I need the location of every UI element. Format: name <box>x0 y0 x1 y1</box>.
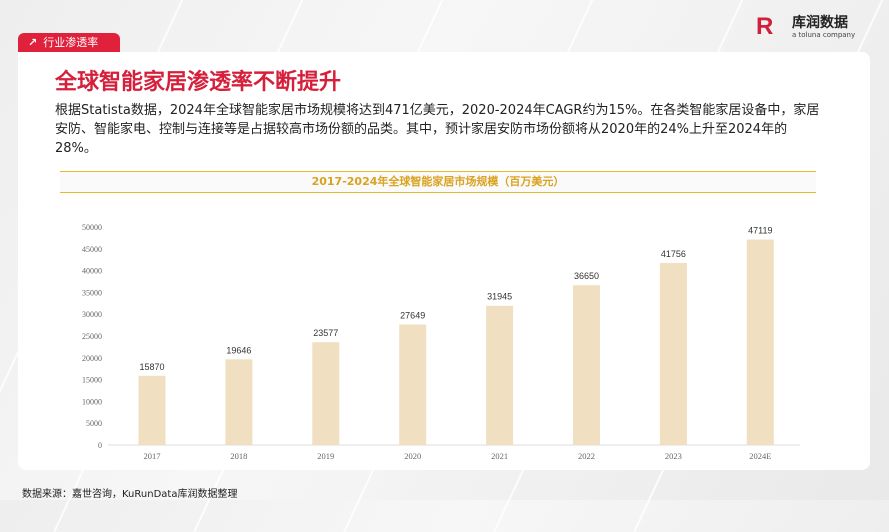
x-tick-label: 2023 <box>665 451 682 461</box>
data-label: 15870 <box>139 362 164 372</box>
y-tick-label: 15000 <box>82 376 102 385</box>
x-tick-label: 2024E <box>749 451 771 461</box>
bar <box>486 305 514 445</box>
y-tick-label: 35000 <box>82 288 102 297</box>
bar <box>138 375 166 445</box>
x-tick-label: 2019 <box>317 451 334 461</box>
bar <box>659 262 687 445</box>
arrow-up-right-icon: ↗ <box>28 36 38 49</box>
y-tick-label: 10000 <box>82 397 102 406</box>
logo-mark: R <box>756 13 774 40</box>
x-tick-label: 2020 <box>404 451 421 461</box>
data-label: 27649 <box>400 310 425 320</box>
summary-paragraph: 根据Statista数据，2024年全球智能家居市场规模将达到471亿美元，20… <box>55 103 820 156</box>
x-tick-label: 2017 <box>144 451 161 461</box>
chart-title: 2017-2024年全球智能家居市场规模（百万美元） <box>60 171 816 193</box>
section-tag-label: 行业渗透率 <box>43 36 99 49</box>
source-note: 数据来源：嘉世咨询，KuRunData库润数据整理 <box>22 489 238 500</box>
logo-name: 库润数据 <box>792 14 848 31</box>
data-label: 31945 <box>487 292 512 302</box>
data-label: 23577 <box>313 328 338 338</box>
data-label: 36650 <box>574 271 599 281</box>
section-tag: ↗ 行业渗透率 <box>18 33 120 53</box>
x-tick-label: 2021 <box>491 451 508 461</box>
data-label: 47119 <box>748 226 772 236</box>
bar <box>312 342 340 445</box>
y-tick-label: 30000 <box>82 310 102 319</box>
bar <box>746 239 774 445</box>
y-tick-label: 20000 <box>82 354 102 363</box>
y-tick-label: 25000 <box>82 332 102 341</box>
y-tick-label: 50000 <box>82 223 102 232</box>
logo: R 库润数据 a toluna company <box>756 14 855 40</box>
bar-chart: 0 5000 10000 15000 20000 25000 30000 35000 40000… <box>82 223 800 461</box>
y-tick-label: 0 <box>98 441 102 450</box>
data-label: 19646 <box>226 345 251 355</box>
x-tick-label: 2018 <box>230 451 247 461</box>
bar <box>573 285 600 445</box>
y-tick-label: 40000 <box>82 267 102 276</box>
bar <box>399 324 427 445</box>
data-label: 41756 <box>661 249 686 259</box>
x-tick-label: 2022 <box>578 451 595 461</box>
page-title: 全球智能家居渗透率不断提升 <box>55 70 342 95</box>
y-tick-label: 5000 <box>86 419 102 428</box>
bar <box>225 359 253 445</box>
logo-sub: a toluna company <box>792 30 856 39</box>
y-tick-label: 45000 <box>82 245 102 254</box>
